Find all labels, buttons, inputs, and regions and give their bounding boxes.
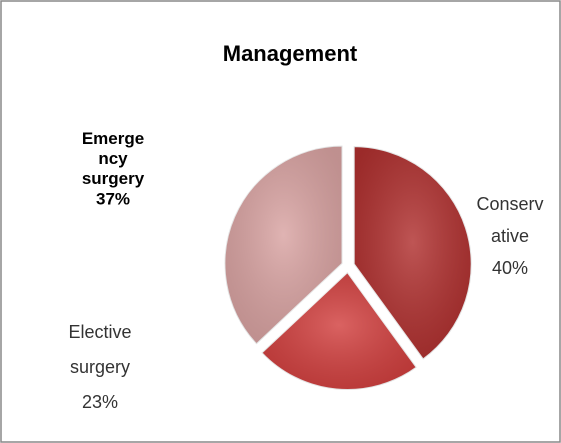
slice-shade xyxy=(353,146,472,360)
slice-shade xyxy=(261,271,417,390)
slice-shade xyxy=(224,145,343,345)
slice-label: Elective surgery xyxy=(68,322,131,377)
slice-value-label: 40% xyxy=(492,258,528,278)
slice-value-label: 37% xyxy=(96,189,130,208)
chart-title: Management xyxy=(223,41,358,66)
slice-label: Conserv ative xyxy=(476,194,543,246)
slice-value-label: 23% xyxy=(82,392,118,412)
slice-label: Emerge ncy surgery xyxy=(82,129,145,188)
